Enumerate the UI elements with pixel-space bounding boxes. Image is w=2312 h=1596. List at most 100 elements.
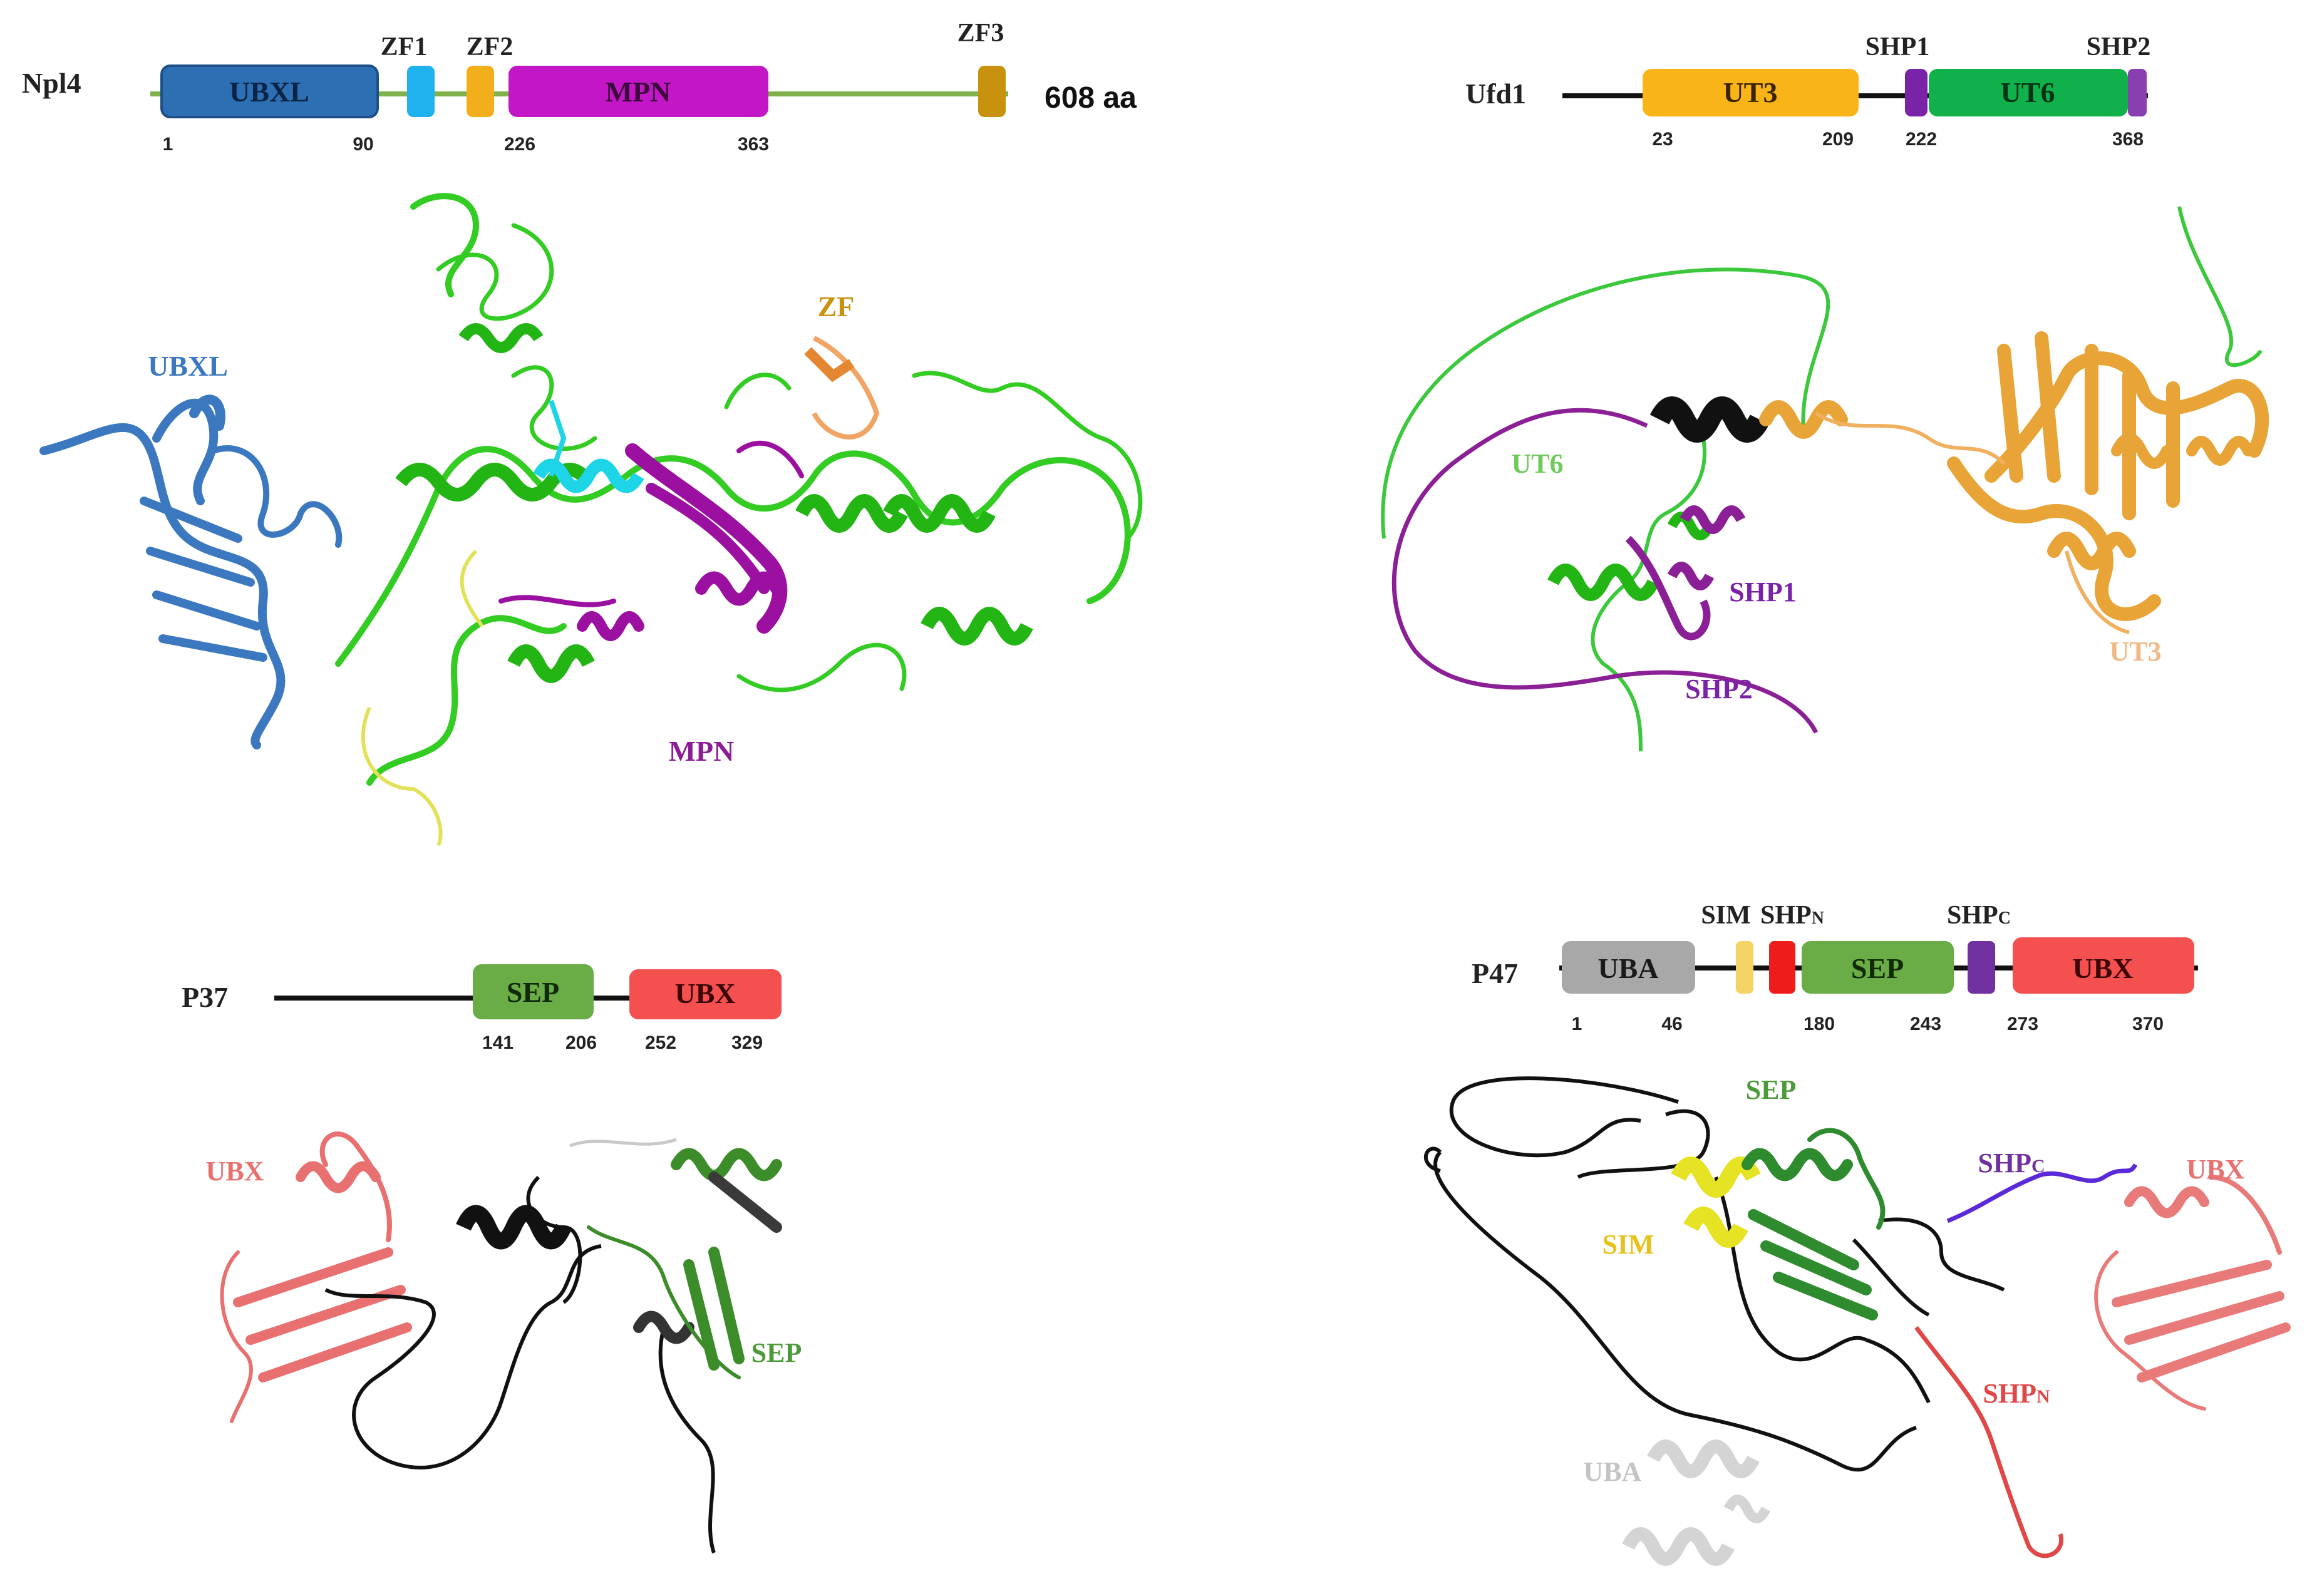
ufd1-ut3-label: UT3 [1723, 76, 1778, 108]
p37-pos-3: 252 [645, 1032, 676, 1053]
p47-shpn-domain [1769, 941, 1795, 994]
ufd1-shp-loop [1391, 408, 1819, 734]
ufd1-domain-map: Ufd1 UT3 SHP1 UT6 SHP2 23 209 222 368 [1465, 33, 2150, 150]
p47-sim-structure-label: SIM [1602, 1229, 1654, 1260]
p47-structure: SEP SHPC UBX SIM SHPN UBA [1424, 1074, 2291, 1566]
ufd1-ut3-domain [1643, 69, 1859, 116]
npl4-zf1-domain [407, 66, 435, 117]
p47-pos-4: 243 [1910, 1014, 1941, 1034]
p47-shpn-top-label: SHPN [1760, 901, 1824, 930]
p47-pos-6: 370 [2132, 1014, 2164, 1034]
ufd1-pos-4: 368 [2112, 129, 2144, 150]
p47-sim-helix [1671, 1156, 1761, 1248]
p37-ubx-domain [629, 969, 782, 1019]
ufd1-pos-2: 209 [1822, 129, 1854, 150]
ufd1-protein-name: Ufd1 [1465, 78, 1526, 110]
p37-protein-name: P37 [182, 981, 228, 1013]
npl4-ubxl-label: UBXL [229, 76, 309, 108]
npl4-zf-structure-label: ZF [818, 291, 855, 322]
npl4-ubxl-ribbon [39, 394, 343, 749]
npl4-zf2-domain [467, 66, 494, 117]
p37-structure: UBX SEP [206, 1131, 802, 1553]
p47-sim-top-label: SIM [1701, 901, 1750, 930]
p47-ubx-structure-label: UBX [2187, 1154, 2245, 1185]
npl4-pos-2: 90 [353, 134, 373, 155]
ufd1-black-helix [1649, 396, 1770, 443]
ufd1-shp2-label: SHP2 [2087, 33, 2151, 61]
p47-black-chain [1424, 1076, 2005, 1472]
p47-shpc-loop [1946, 1163, 2138, 1223]
p37-black-chain [324, 1175, 716, 1553]
p47-ubx-ribbon [2094, 1175, 2291, 1411]
p37-sep-domain [473, 964, 594, 1019]
npl4-zf3-domain [978, 66, 1006, 117]
npl4-zf2-label: ZF2 [467, 33, 513, 61]
ufd1-ut6-helices [1547, 512, 1715, 601]
p37-ubx-label: UBX [674, 977, 735, 1009]
npl4-core-ribbon [335, 193, 1143, 786]
p47-domain-map: P47 UBA SIM SHPN SEP SHPC UBX 1 46 180 2… [1472, 901, 2198, 1034]
ufd1-ut6-label: UT6 [2001, 76, 2055, 108]
p47-shpn-structure-label: SHPN [1983, 1378, 2050, 1409]
p47-shpn-loop [1914, 1326, 2064, 1558]
npl4-pos-4: 363 [738, 134, 769, 155]
npl4-mpn-structure-label: MPN [669, 735, 735, 767]
p47-shpc-top-label: SHPC [1947, 901, 2011, 930]
p47-pos-2: 46 [1661, 1014, 1682, 1034]
ufd1-shp1-domain [1905, 69, 1928, 116]
npl4-ubxl-structure-label: UBXL [148, 350, 228, 382]
npl4-mpn-ribbon [498, 440, 804, 641]
p47-shpn-top-sub: N [1812, 909, 1824, 928]
p37-sep-ribbon [587, 1148, 782, 1379]
npl4-domain-map: Npl4 UBXL ZF1 ZF2 MPN ZF3 608 aa 1 90 22… [22, 19, 1137, 155]
npl4-zf3-label: ZF3 [957, 19, 1004, 48]
ufd1-ut3-structure-label: UT3 [2109, 636, 2161, 667]
ufd1-linker [1815, 411, 2130, 634]
p47-shpc-structure-sub: C [2031, 1156, 2045, 1176]
p47-pos-1: 1 [1572, 1014, 1582, 1034]
npl4-ubxl-domain [160, 64, 379, 118]
p47-shpc-domain [1968, 941, 1995, 994]
npl4-length: 608 aa [1045, 81, 1137, 115]
ufd1-ut6-structure-label: UT6 [1511, 448, 1563, 479]
p47-sep-structure-label: SEP [1746, 1074, 1797, 1105]
p47-shpc-structure-label: SHPC [1978, 1148, 2045, 1178]
ufd1-shp1-label: SHP1 [1866, 33, 1930, 61]
npl4-yellow-loop [361, 549, 484, 847]
npl4-structure: UBXL ZF MPN [39, 193, 1143, 847]
npl4-zf-ribbon [804, 336, 880, 440]
p47-uba-label: UBA [1597, 952, 1658, 984]
p47-pos-5: 273 [2007, 1014, 2038, 1034]
p47-ubx-label: UBX [2072, 952, 2133, 984]
npl4-protein-name: Npl4 [22, 67, 81, 99]
p37-domain-map: P37 SEP UBX 141 206 252 329 [182, 964, 782, 1053]
p47-sep-ribbon [1742, 1128, 1886, 1321]
ufd1-shp2-structure-label: SHP2 [1685, 674, 1753, 704]
ufd1-pos-1: 23 [1652, 129, 1673, 150]
p47-pos-3: 180 [1804, 1014, 1835, 1034]
npl4-pos-1: 1 [163, 134, 173, 155]
p47-shpc-top-main: SHP [1947, 901, 1998, 930]
ufd1-shp2-domain [2128, 69, 2147, 116]
p47-sep-domain [1802, 941, 1954, 994]
ufd1-pos-3: 222 [1906, 129, 1937, 150]
ufd1-shp1-structure-label: SHP1 [1729, 577, 1797, 607]
p47-uba-helices [1622, 1439, 1771, 1566]
ufd1-structure: UT6 SHP1 SHP2 UT3 [1381, 206, 2269, 752]
p47-sep-label: SEP [1851, 952, 1904, 984]
p47-shpc-top-sub: C [1998, 909, 2011, 928]
npl4-cyan-region [533, 399, 644, 493]
p47-shpc-structure-main: SHP [1978, 1148, 2031, 1178]
p47-sim-domain [1736, 941, 1753, 994]
p37-ubx-structure-label: UBX [206, 1156, 264, 1187]
npl4-mpn-label: MPN [606, 76, 671, 108]
p47-uba-domain [1562, 941, 1695, 994]
p37-grey-linker [569, 1138, 677, 1148]
ufd1-ut6-domain [1929, 69, 2128, 116]
ufd1-ut3-ribbon [1759, 331, 2269, 621]
p37-pos-4: 329 [731, 1032, 763, 1053]
p47-protein-name: P47 [1472, 957, 1518, 989]
p47-shpn-structure-main: SHP [1983, 1378, 2036, 1409]
npl4-zf1-label: ZF1 [381, 33, 428, 61]
